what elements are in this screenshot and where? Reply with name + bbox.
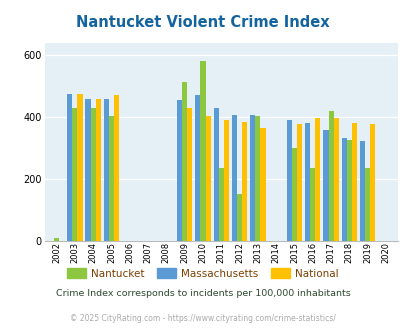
Bar — [54, 238, 59, 241]
Bar — [177, 100, 182, 241]
Bar — [341, 138, 346, 241]
Bar — [205, 115, 210, 241]
Bar — [296, 124, 301, 241]
Bar — [195, 95, 200, 241]
Bar — [369, 124, 375, 241]
Bar — [90, 108, 96, 241]
Bar — [286, 120, 291, 241]
Legend: Nantucket, Massachusetts, National: Nantucket, Massachusetts, National — [63, 264, 342, 283]
Bar — [260, 128, 265, 241]
Bar — [346, 140, 351, 241]
Bar — [255, 115, 260, 241]
Text: © 2025 CityRating.com - https://www.cityrating.com/crime-statistics/: © 2025 CityRating.com - https://www.city… — [70, 314, 335, 323]
Bar — [304, 123, 309, 241]
Bar — [323, 130, 328, 241]
Bar — [364, 168, 369, 241]
Bar — [309, 168, 315, 241]
Bar — [182, 82, 187, 241]
Bar — [67, 94, 72, 241]
Bar — [249, 115, 255, 241]
Bar — [237, 194, 241, 241]
Bar — [218, 168, 223, 241]
Bar — [114, 95, 119, 241]
Bar — [315, 118, 320, 241]
Bar — [187, 108, 192, 241]
Bar — [291, 148, 296, 241]
Bar — [85, 99, 90, 241]
Bar — [109, 115, 114, 241]
Bar — [328, 111, 333, 241]
Bar — [333, 118, 338, 241]
Bar — [231, 115, 237, 241]
Bar — [213, 108, 218, 241]
Bar — [96, 99, 100, 241]
Text: Nantucket Violent Crime Index: Nantucket Violent Crime Index — [76, 15, 329, 30]
Bar — [359, 141, 364, 241]
Text: Crime Index corresponds to incidents per 100,000 inhabitants: Crime Index corresponds to incidents per… — [55, 289, 350, 298]
Bar — [77, 94, 82, 241]
Bar — [200, 61, 205, 241]
Bar — [72, 108, 77, 241]
Bar — [351, 123, 356, 241]
Bar — [241, 122, 247, 241]
Bar — [223, 120, 228, 241]
Bar — [104, 99, 109, 241]
